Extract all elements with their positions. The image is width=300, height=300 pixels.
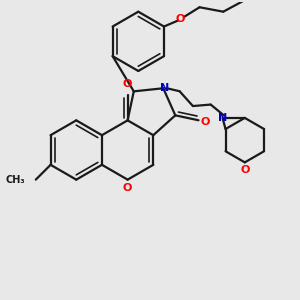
Text: O: O — [240, 165, 250, 175]
Text: N: N — [218, 113, 227, 123]
Text: O: O — [123, 79, 132, 88]
Text: O: O — [200, 117, 210, 127]
Text: CH₃: CH₃ — [6, 175, 26, 184]
Text: O: O — [176, 14, 185, 24]
Text: N: N — [160, 83, 170, 93]
Text: O: O — [123, 183, 132, 193]
